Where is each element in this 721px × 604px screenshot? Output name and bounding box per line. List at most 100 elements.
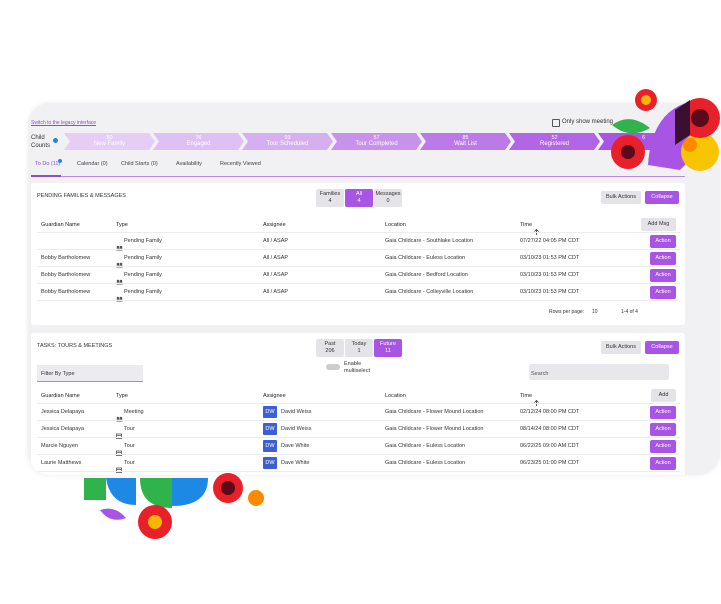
row-line <box>37 420 680 421</box>
action-button[interactable]: Action <box>650 406 676 419</box>
column-header: Location <box>385 393 406 399</box>
tab[interactable]: Calendar (0) <box>77 161 108 167</box>
toggle[interactable]: All 4 <box>345 189 373 207</box>
add-button[interactable]: Add <box>651 389 676 402</box>
type: Pending Family <box>124 289 162 295</box>
tab[interactable]: Child Starts (0) <box>121 161 158 167</box>
filter-select[interactable] <box>37 365 143 382</box>
type-icon <box>116 443 122 456</box>
rows-per-page[interactable]: 10 <box>592 309 598 315</box>
type: Pending Family <box>124 238 162 244</box>
tab[interactable]: Availability <box>176 161 202 167</box>
switch[interactable] <box>326 364 340 370</box>
guardian-name: Marcie Nguyen <box>41 443 78 449</box>
bulk-actions-button[interactable]: Bulk Actions <box>601 341 641 354</box>
stage-name: Wait List <box>454 141 477 147</box>
sort-arrow <box>534 393 539 406</box>
toggle[interactable]: Messages 0 <box>374 189 402 207</box>
time: 07/27/22 04:05 PM CDT <box>520 238 580 244</box>
type: Tour <box>124 426 135 432</box>
pipeline-stage[interactable]: 36 Engaged <box>153 133 244 150</box>
pipeline-stage[interactable]: 6 <box>598 133 689 150</box>
row-line <box>37 437 680 438</box>
location: Gaia Childcare - Euless Location <box>385 460 466 466</box>
time: 08/14/24 08:00 PM CDT <box>520 426 580 432</box>
toggle-count: 206 <box>325 348 335 354</box>
toggle-count: 1 <box>357 348 361 354</box>
toggle[interactable]: Future 11 <box>374 339 402 357</box>
guardian-name: Bobby Bartholomew <box>41 255 91 261</box>
add-button[interactable]: Add Msg <box>641 218 676 231</box>
action-button[interactable]: Action <box>650 457 676 470</box>
column-header: Guardian Name <box>41 222 80 228</box>
location: Gaia Childcare - Euless Location <box>385 255 466 261</box>
avatar: DW <box>263 457 277 469</box>
guardian-name: Laurie Matthews <box>41 460 82 466</box>
action-button[interactable]: Action <box>650 440 676 453</box>
row-line <box>37 300 680 301</box>
location: Gaia Childcare - Southlake Location <box>385 238 474 244</box>
column-header: Assignee <box>263 222 286 228</box>
type-icon <box>116 409 123 422</box>
time: 03/10/23 01:53 PM CDT <box>520 289 580 295</box>
section-title: TASKS: TOURS & MEETINGS <box>37 343 113 349</box>
pipeline-stage[interactable]: 50 New Family <box>64 133 155 150</box>
sort-arrow <box>534 222 539 235</box>
type-icon <box>116 255 123 268</box>
stage-count: 50 <box>106 135 113 141</box>
toggle[interactable]: Today 1 <box>345 339 373 357</box>
time: 06/23/25 01:00 PM CDT <box>520 460 580 466</box>
tab-active <box>31 175 61 177</box>
collapse-button[interactable]: Collapse <box>645 341 679 354</box>
toggle-count: 4 <box>328 198 332 204</box>
row-line <box>37 403 680 404</box>
action-button[interactable]: Action <box>650 252 676 265</box>
row-line <box>37 249 680 250</box>
search-placeholder: Search <box>531 371 549 377</box>
time: 02/12/24 08:00 PM CDT <box>520 409 580 415</box>
row-line <box>37 471 680 472</box>
column-header: Type <box>116 222 128 228</box>
toggle-label: All <box>355 191 363 197</box>
type: Meeting <box>124 409 144 415</box>
pipeline-stage[interactable]: 85 Wait List <box>420 133 511 150</box>
stage-name: New Family <box>93 141 126 147</box>
row-line <box>37 454 680 455</box>
pipeline-stage[interactable]: 57 Tour Completed <box>331 133 422 150</box>
column-header: Guardian Name <box>41 393 80 399</box>
toggle-label: Future <box>380 341 396 347</box>
meetings-toggle: Only show meeting <box>562 119 614 125</box>
toggle-label: Today <box>351 341 367 347</box>
assignee: All / ASAP <box>263 238 289 244</box>
type: Pending Family <box>124 255 162 261</box>
tab[interactable]: To Do (11) <box>35 161 61 167</box>
bulk-actions-button[interactable]: Bulk Actions <box>601 191 641 204</box>
avatar: DW <box>263 406 277 418</box>
collapse-button[interactable]: Collapse <box>645 191 679 204</box>
tab[interactable]: Recently Viewed <box>220 161 261 167</box>
search-box[interactable] <box>529 364 669 380</box>
guardian-name: Jessica Delapaya <box>41 409 85 415</box>
checkbox[interactable] <box>552 119 560 127</box>
stage-count: 93 <box>284 135 291 141</box>
action-button[interactable]: Action <box>650 269 676 282</box>
legacy-link[interactable]: Switch to the legacy interface <box>31 120 97 126</box>
stage-count: 52 <box>551 135 558 141</box>
action-button[interactable]: Action <box>650 423 676 436</box>
column-header: Type <box>116 393 128 399</box>
avatar: DW <box>263 423 277 435</box>
multiselect-label: Enable multiselect <box>344 361 370 374</box>
action-button[interactable]: Action <box>650 286 676 299</box>
row-line <box>37 266 680 267</box>
time: 03/10/23 01:53 PM CDT <box>520 272 580 278</box>
toggle[interactable]: Families 4 <box>316 189 344 207</box>
pipeline-stage[interactable]: 93 Tour Scheduled <box>242 133 333 150</box>
section-title: PENDING FAMILIES & MESSAGES <box>37 193 126 199</box>
action-button[interactable]: Action <box>650 235 676 248</box>
type-icon <box>116 238 123 251</box>
pipeline-stage[interactable]: 52 Registered <box>509 133 600 150</box>
assignee: Dave White <box>281 460 310 466</box>
toggle-label: Past <box>324 341 336 347</box>
toggle[interactable]: Past 206 <box>316 339 344 357</box>
